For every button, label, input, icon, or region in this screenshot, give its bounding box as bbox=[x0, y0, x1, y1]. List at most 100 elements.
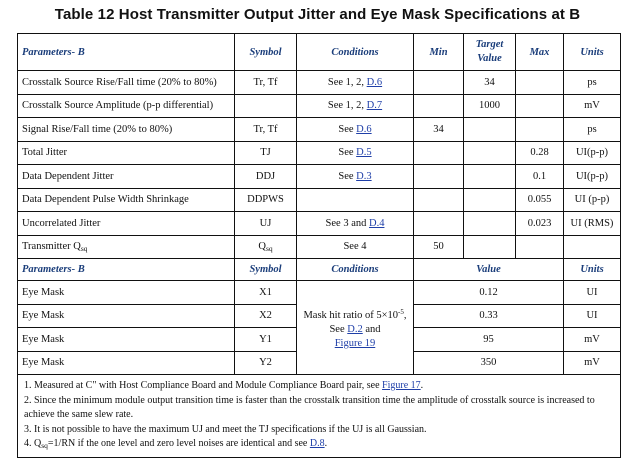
table-row: Data Dependent Jitter DDJ See D.3 0.1 UI(p-p… bbox=[17, 164, 621, 189]
min-cell bbox=[413, 164, 464, 189]
target-cell: 1000 bbox=[463, 93, 516, 118]
symbol-cell: Qsq bbox=[234, 234, 297, 259]
target-cell bbox=[463, 164, 516, 189]
note-3: 3. It is not possible to have the maximu… bbox=[24, 423, 427, 435]
table-row: Signal Rise/Fall time (20% to 80%) Tr, Tf… bbox=[17, 117, 621, 142]
table-row-eye-y1: Eye Mask Y1 95 mV bbox=[17, 327, 621, 352]
table-row-eye-x2: Eye Mask X2 0.33 UI bbox=[17, 303, 621, 328]
condition-link[interactable]: D.6 bbox=[356, 123, 372, 135]
symbol-cell: Y1 bbox=[234, 327, 297, 352]
units-cell: ps bbox=[563, 70, 621, 95]
header-symbol: Symbol bbox=[234, 33, 297, 71]
symbol-cell: Tr, Tf bbox=[234, 70, 297, 95]
max-cell bbox=[515, 117, 564, 142]
conditions-cell bbox=[296, 187, 414, 212]
target-cell bbox=[463, 211, 516, 236]
max-cell: 0.055 bbox=[515, 187, 564, 212]
units-cell: mV bbox=[563, 350, 621, 375]
table-row: Data Dependent Pulse Width Shrinkage DDPW… bbox=[17, 187, 621, 212]
spec-table: Parameters- B Symbol Conditions Min Targ… bbox=[17, 33, 621, 458]
param-cell: Crosstalk Source Amplitude (p-p differen… bbox=[17, 93, 235, 118]
param-cell: Eye Mask bbox=[17, 327, 235, 352]
header-conditions: Conditions bbox=[296, 33, 414, 71]
min-cell bbox=[413, 140, 464, 165]
table-row-eye-x1: Eye Mask X1 Mask hit ratio of 5×10-5, Se… bbox=[17, 280, 621, 375]
max-cell bbox=[515, 70, 564, 95]
units-cell: UI (p-p) bbox=[563, 187, 621, 212]
symbol-cell bbox=[234, 93, 297, 118]
table-row-qsq: Transmitter Qsq Qsq See 4 50 bbox=[17, 234, 621, 259]
max-cell bbox=[515, 93, 564, 118]
table-title: Table 12 Host Transmitter Output Jitter … bbox=[54, 6, 581, 23]
value-cell: 350 bbox=[413, 350, 564, 375]
header2-conditions: Conditions bbox=[296, 258, 414, 281]
conditions-cell: See D.5 bbox=[296, 140, 414, 165]
units-cell: ps bbox=[563, 117, 621, 142]
param-cell: Eye Mask bbox=[17, 350, 235, 375]
condition-link[interactable]: D.3 bbox=[356, 170, 372, 182]
condition-link[interactable]: D.5 bbox=[356, 147, 372, 159]
mask-conditions-cell: Mask hit ratio of 5×10-5, See D.2 and Fi… bbox=[296, 280, 414, 375]
max-cell: 0.1 bbox=[515, 164, 564, 189]
header2-value: Value bbox=[413, 258, 564, 281]
param-cell: Transmitter Qsq bbox=[17, 234, 235, 259]
param-cell: Eye Mask bbox=[17, 303, 235, 328]
symbol-cell: UJ bbox=[234, 211, 297, 236]
max-cell bbox=[515, 234, 564, 259]
note-2: 2. Since the minimum module output trans… bbox=[24, 394, 595, 421]
condition-link[interactable]: D.6 bbox=[366, 76, 383, 88]
notes-row: 1. Measured at C" with Host Compliance B… bbox=[17, 374, 621, 458]
target-cell bbox=[463, 187, 516, 212]
table-row: Crosstalk Source Amplitude (p-p differen… bbox=[17, 93, 621, 118]
header-target: Target Value bbox=[463, 33, 516, 71]
param-cell: Eye Mask bbox=[17, 280, 235, 305]
symbol-cell: Y2 bbox=[234, 350, 297, 375]
target-cell bbox=[463, 234, 516, 259]
note-4: 4. Qsq=1/RN if the one level and zero le… bbox=[24, 438, 328, 450]
max-cell: 0.023 bbox=[515, 211, 564, 236]
units-cell: UI bbox=[563, 280, 621, 305]
value-cell: 95 bbox=[413, 327, 564, 352]
value-cell: 0.33 bbox=[413, 303, 564, 328]
min-cell bbox=[413, 211, 464, 236]
note-1: 1. Measured at C" with Host Compliance B… bbox=[24, 380, 424, 391]
symbol-cell: X2 bbox=[234, 303, 297, 328]
conditions-cell: See 4 bbox=[296, 234, 414, 259]
max-cell: 0.28 bbox=[515, 140, 564, 165]
table-row: Crosstalk Source Rise/Fall time (20% to … bbox=[17, 70, 621, 95]
target-cell: 34 bbox=[463, 70, 516, 95]
link-figure-19[interactable]: Figure 19 bbox=[334, 337, 376, 349]
value-cell: 0.12 bbox=[413, 280, 564, 305]
min-cell bbox=[413, 187, 464, 212]
units-cell: UI(p-p) bbox=[563, 164, 621, 189]
units-cell: mV bbox=[563, 93, 621, 118]
param-cell: Total Jitter bbox=[17, 140, 235, 165]
conditions-cell: See 3 and D.4 bbox=[296, 211, 414, 236]
units-cell: mV bbox=[563, 327, 621, 352]
symbol-cell: DDJ bbox=[234, 164, 297, 189]
symbol-cell: X1 bbox=[234, 280, 297, 305]
link-d2[interactable]: D.2 bbox=[347, 323, 363, 335]
condition-link[interactable]: D.7 bbox=[366, 100, 383, 112]
target-cell bbox=[463, 117, 516, 142]
param-cell: Data Dependent Pulse Width Shrinkage bbox=[17, 187, 235, 212]
table-row: Uncorrelated Jitter UJ See 3 and D.4 0.023 U… bbox=[17, 211, 621, 236]
conditions-cell: See 1, 2, D.6 bbox=[296, 70, 414, 95]
min-cell bbox=[413, 93, 464, 118]
header-parameters: Parameters- B bbox=[17, 33, 235, 71]
header-max: Max bbox=[515, 33, 564, 71]
header-row-eye: Parameters- B Symbol Conditions Value Un… bbox=[17, 258, 621, 281]
param-cell: Crosstalk Source Rise/Fall time (20% to … bbox=[17, 70, 235, 95]
param-cell: Signal Rise/Fall time (20% to 80%) bbox=[17, 117, 235, 142]
target-cell bbox=[463, 140, 516, 165]
condition-link[interactable]: D.4 bbox=[368, 217, 385, 229]
notes-cell: 1. Measured at C" with Host Compliance B… bbox=[17, 374, 621, 458]
min-cell: 34 bbox=[413, 117, 464, 142]
symbol-cell: Tr, Tf bbox=[234, 117, 297, 142]
link-figure-17[interactable]: Figure 17 bbox=[382, 380, 421, 391]
link-d8[interactable]: D.8 bbox=[309, 438, 325, 449]
spec-rows: Crosstalk Source Rise/Fall time (20% to … bbox=[17, 70, 621, 236]
param-cell: Uncorrelated Jitter bbox=[17, 211, 235, 236]
header-units: Units bbox=[563, 33, 621, 71]
header2-symbol: Symbol bbox=[234, 258, 297, 281]
